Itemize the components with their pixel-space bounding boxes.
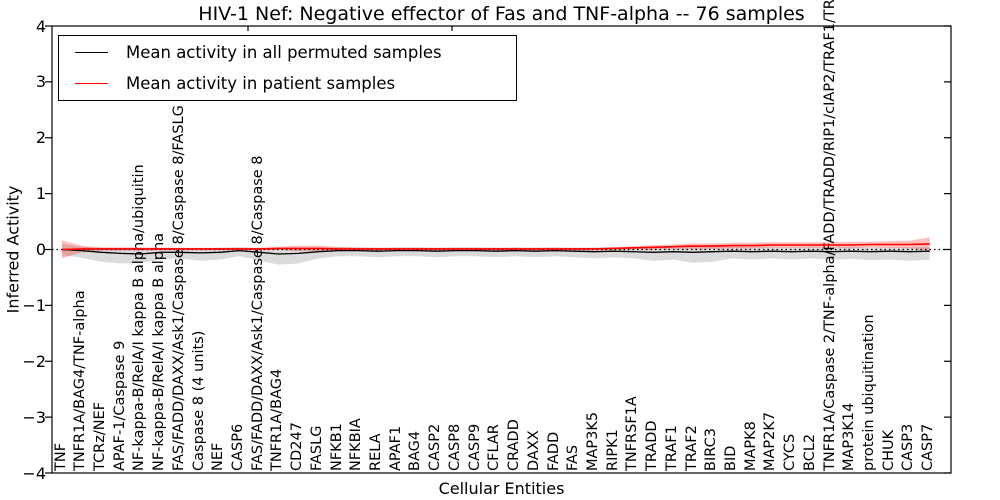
x-tick-label-28: RIPK1 [604,429,621,471]
x-tick-label-3: APAF-1/Caspase 9 [111,340,128,471]
y-tick-label-1: 1 [35,184,46,204]
x-tick-label-23: CRADD [506,419,523,471]
x-tick-label-26: FAS [565,444,582,471]
x-tick-label-42: CHUK [880,429,897,471]
x-tick-label-16: RELA [368,433,385,471]
y-axis-label: Inferred Activity [3,185,23,314]
y-tick-label-−1: −1 [22,295,46,315]
y-tick-label-4: 4 [35,16,46,36]
x-tick-label-5: NF-kappa-B/RelA/I kappa B alpha [151,232,168,471]
y-tick-label-−4: −4 [22,463,46,483]
x-tick-label-39: TNFR1A/Caspase 2/TNF-alpha/FADD/TRADD/RI… [821,0,838,471]
x-tick-label-18: BAG4 [407,430,424,471]
y-tick-label-2: 2 [35,128,46,148]
x-tick-label-17: APAF1 [387,425,404,471]
legend-entry-patient: Mean activity in patient samples [59,68,516,99]
x-tick-label-6: FAS/FADD/DAXX/Ask1/Caspase 8/Caspase 8/F… [170,105,187,471]
legend-line-red [75,83,108,85]
legend-label: Mean activity in all permuted samples [126,42,442,62]
x-tick-label-38: BCL2 [801,433,818,471]
x-tick-label-27: MAP3K5 [584,411,601,471]
x-tick-label-43: CASP3 [900,423,917,471]
x-tick-label-44: CASP7 [920,423,937,471]
x-tick-label-13: FASLG [308,425,325,471]
y-tick-label-3: 3 [35,72,46,92]
x-tick-label-1: TNFR1A/BAG4/TNF-alpha [72,290,89,471]
x-tick-label-15: NFKBIA [348,418,365,471]
x-tick-label-14: NFKB1 [328,423,345,471]
x-tick-label-7: Caspase 8 (4 units) [190,330,207,471]
chart-title: HIV-1 Nef: Negative effector of Fas and … [198,3,805,25]
x-tick-label-29: TNFRSF1A [624,396,641,471]
x-tick-label-9: CASP6 [229,423,246,471]
x-tick-label-20: CASP8 [446,423,463,471]
x-tick-label-37: CYCS [782,433,799,471]
x-tick-label-8: NEF [210,442,227,471]
x-tick-label-32: TRAF2 [683,425,700,471]
x-tick-label-22: CFLAR [486,424,503,471]
y-tick-label-0: 0 [35,240,46,259]
x-tick-label-41: protein ubiquitination [861,314,878,471]
patient-mean-line [61,243,930,251]
x-tick-label-24: DAXX [525,430,542,471]
permuted-mean-line [61,248,930,255]
x-tick-label-11: TNFR1A/BAG4 [269,368,286,471]
x-tick-label-36: MAP2K7 [762,411,779,471]
x-tick-label-30: TRADD [644,420,661,471]
legend-label: Mean activity in patient samples [126,74,396,94]
x-tick-label-12: CD247 [289,422,306,471]
y-tick-label-−3: −3 [22,407,46,427]
x-tick-label-0: TNF [52,442,69,471]
patient-band [62,237,930,259]
x-tick-label-40: MAP3K14 [841,402,858,471]
x-tick-label-33: BIRC3 [703,428,720,471]
x-tick-label-31: TRAF1 [663,425,680,471]
x-tick-label-21: CASP9 [466,423,483,471]
legend-entry-permuted: Mean activity in all permuted samples [59,37,516,68]
legend-line-black [75,51,108,53]
x-tick-label-4: NF-kappa-B/RelA/I kappa B alpha/ubiquiti… [131,164,148,471]
x-tick-label-2: TCRz/NEF [91,401,108,471]
legend: Mean activity in all permuted samples Me… [58,35,517,101]
x-tick-label-19: CASP2 [427,423,444,471]
x-tick-label-10: FAS/FADD/DAXX/Ask1/Caspase 8/Caspase 8 [249,155,266,471]
x-tick-label-34: BID [722,445,739,471]
x-tick-label-35: MAPK8 [742,421,759,471]
x-tick-label-25: FADD [545,431,562,471]
x-axis-label: Cellular Entities [438,479,565,498]
permuted-band [62,243,930,265]
y-tick-label-−2: −2 [22,351,46,371]
